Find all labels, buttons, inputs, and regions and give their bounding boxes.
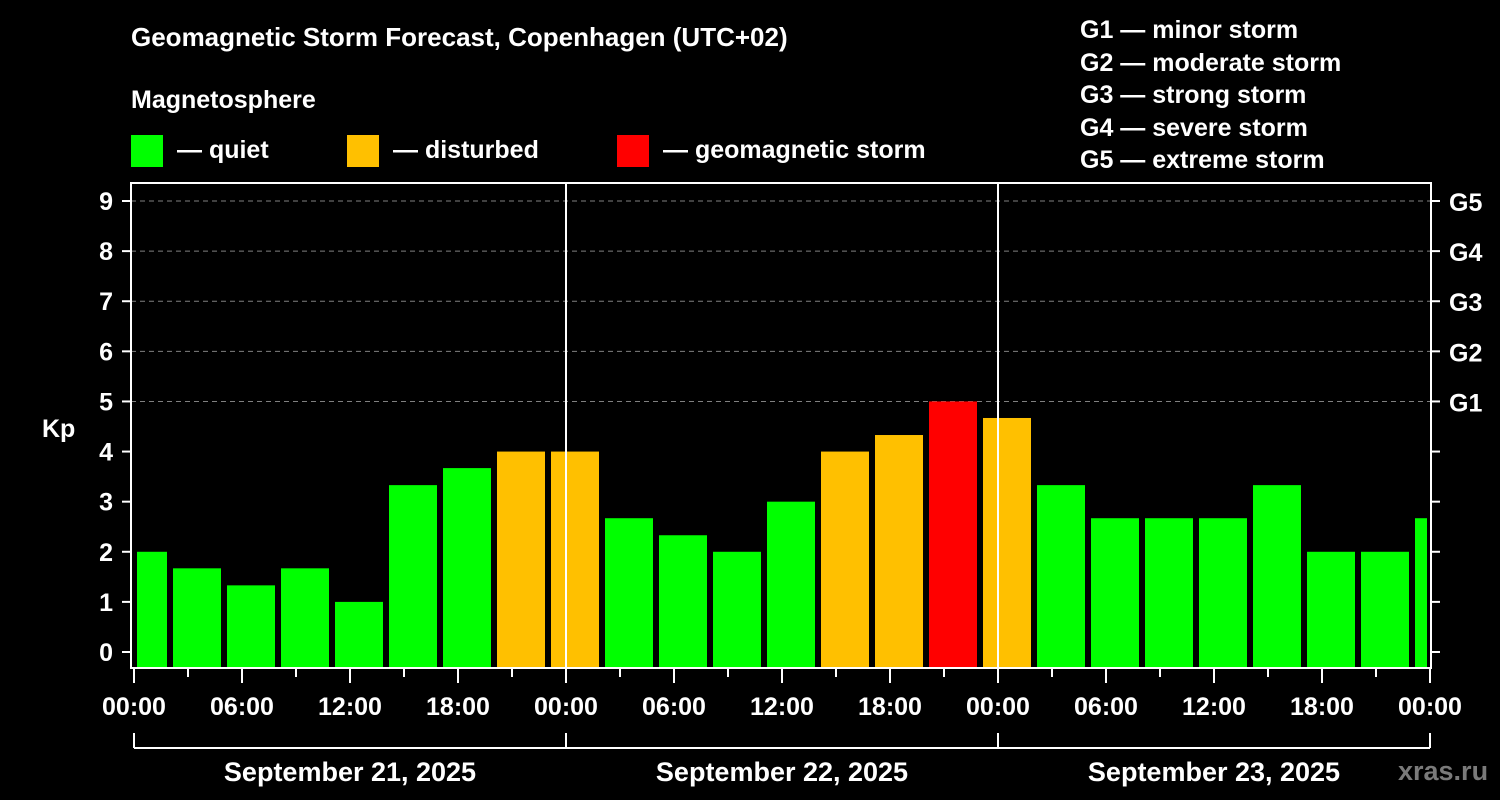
x-tick-label: 00:00 [966,693,1030,721]
y-tick-label: 1 [99,589,113,617]
storm-level: G1 — minor storm [1080,16,1299,44]
y-tick-label: 6 [99,338,113,366]
y-tick-label: 0 [99,639,113,667]
legend-swatch-disturbed [347,134,379,167]
kp-bar-quiet [605,518,653,668]
x-tick-label: 06:00 [210,693,274,721]
kp-bar-quiet [659,535,707,668]
x-tick-label: 18:00 [858,693,922,721]
kp-bar-disturbed [551,451,599,668]
g-scale-label: G1 [1449,389,1482,417]
g-scale-label: G4 [1449,239,1482,267]
x-tick-label: 12:00 [318,693,382,721]
g-scale-label: G2 [1449,339,1482,367]
kp-bar-quiet [389,485,437,668]
kp-bar-quiet [1415,518,1427,668]
kp-bar-quiet [1199,518,1247,668]
legend-label: — geomagnetic storm [663,136,926,164]
g-scale-label: G5 [1449,189,1482,217]
x-tick-label: 00:00 [102,693,166,721]
legend-label: — quiet [177,136,269,164]
legend-title: Magnetosphere [131,86,316,114]
day-label: September 22, 2025 [656,757,908,787]
y-tick-label: 2 [99,539,113,567]
x-tick-label: 06:00 [642,693,706,721]
y-tick-label: 4 [99,439,113,467]
kp-bar-quiet [281,568,329,668]
kp-bar-quiet [137,551,167,668]
kp-bar-quiet [335,601,383,668]
storm-level: G3 — strong storm [1080,81,1307,109]
y-tick-label: 9 [99,188,113,216]
kp-bar-quiet [1307,551,1355,668]
day-label: September 21, 2025 [224,757,476,787]
kp-bar-disturbed [983,417,1031,668]
storm-level: G4 — severe storm [1080,113,1308,142]
y-tick-label: 7 [99,288,113,316]
kp-bar-quiet [227,585,275,668]
x-tick-label: 18:00 [1290,693,1354,721]
chart-title: Geomagnetic Storm Forecast, Copenhagen (… [131,22,788,52]
y-tick-label: 8 [99,238,113,266]
x-tick-label: 00:00 [534,693,598,721]
kp-bar-disturbed [875,435,923,668]
legend-item-quiet: — quiet [131,134,269,167]
y-axis-label: Kp [42,415,75,443]
y-tick-label: 3 [99,489,113,517]
x-tick-label: 00:00 [1398,693,1462,721]
legend-item-disturbed: — disturbed [347,134,539,167]
x-tick-label: 06:00 [1074,693,1138,721]
g-scale-label: G3 [1449,289,1482,317]
storm-levels-legend: G1 — minor storm G2 — moderate storm G3 … [1080,14,1341,177]
x-tick-label: 18:00 [426,693,490,721]
kp-bar-quiet [1037,485,1085,668]
legend-item-storm: — geomagnetic storm [617,134,926,167]
kp-bar-quiet [1091,518,1139,668]
kp-bar-quiet [1145,518,1193,668]
storm-level: G5 — extreme storm [1080,146,1325,174]
x-tick-label: 12:00 [1182,693,1246,721]
legend-swatch-quiet [131,134,163,167]
watermark: xras.ru [1398,756,1489,786]
kp-bar-disturbed [497,451,545,668]
kp-bar-disturbed [821,451,869,668]
y-tick-label: 5 [99,388,113,416]
kp-bar-storm [929,401,977,668]
kp-bar-quiet [1361,551,1409,668]
kp-bar-quiet [173,568,221,668]
x-tick-label: 12:00 [750,693,814,721]
legend-label: — disturbed [393,136,539,164]
legend-swatch-storm [617,134,649,167]
kp-bar-quiet [767,501,815,668]
storm-level: G2 — moderate storm [1080,48,1342,77]
kp-bar-quiet [443,468,491,668]
kp-bar-quiet [1253,485,1301,668]
day-label: September 23, 2025 [1088,757,1340,787]
kp-bar-quiet [713,551,761,668]
